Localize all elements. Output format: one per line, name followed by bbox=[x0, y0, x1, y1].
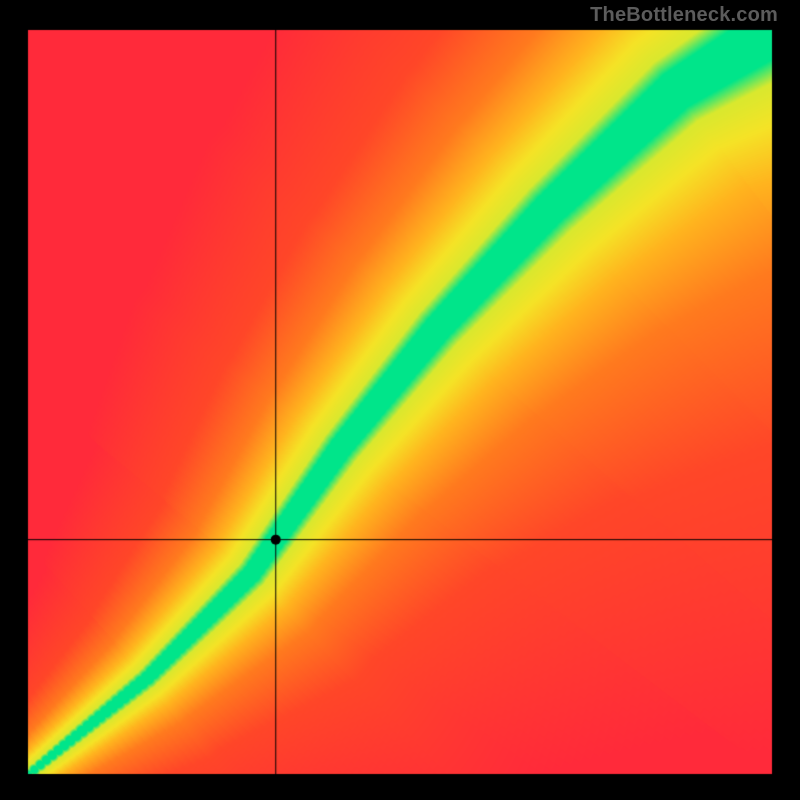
watermark-label: TheBottleneck.com bbox=[590, 4, 778, 27]
heatmap-canvas bbox=[0, 0, 800, 800]
chart-container: TheBottleneck.com bbox=[0, 0, 800, 800]
